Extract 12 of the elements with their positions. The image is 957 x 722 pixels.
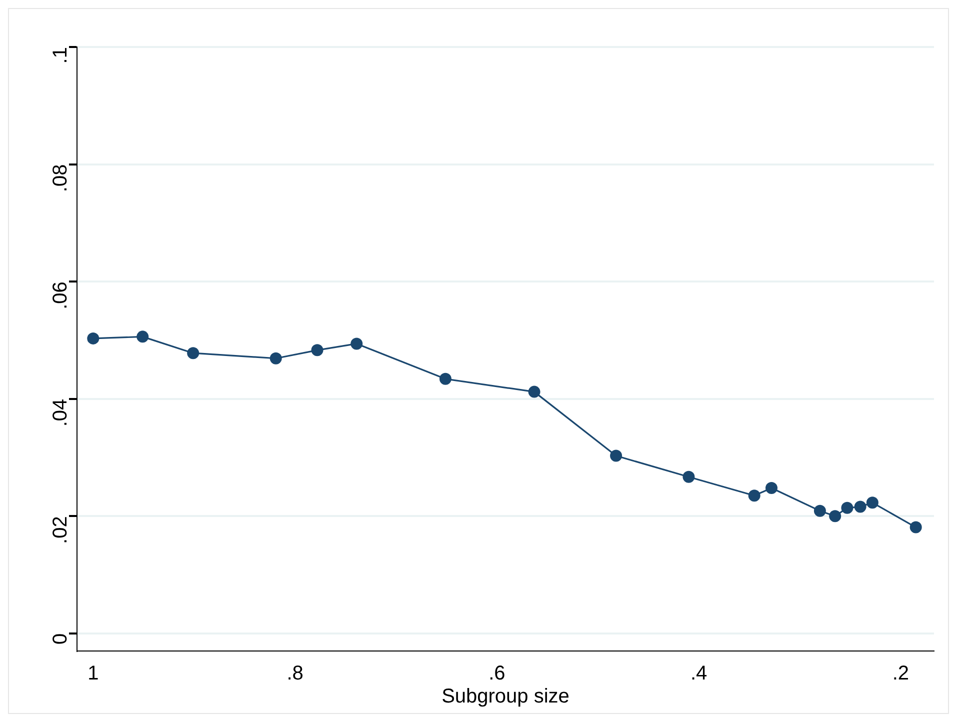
- x-axis-title: Subgroup size: [442, 686, 570, 708]
- x-tick-label: 1: [88, 662, 99, 685]
- y-tick-label: .08: [50, 164, 72, 192]
- x-tick-label: .8: [286, 662, 304, 685]
- y-tick-label: .06: [50, 282, 72, 310]
- y-tick-label: 0: [50, 633, 72, 645]
- y-tick-label: .04: [50, 398, 72, 427]
- x-tick-label: .4: [690, 662, 708, 685]
- y-tick-label: .1: [50, 47, 72, 64]
- x-tick-label: .2: [892, 662, 910, 685]
- y-tick-label: .02: [50, 516, 72, 544]
- x-tick-label: .6: [488, 662, 506, 685]
